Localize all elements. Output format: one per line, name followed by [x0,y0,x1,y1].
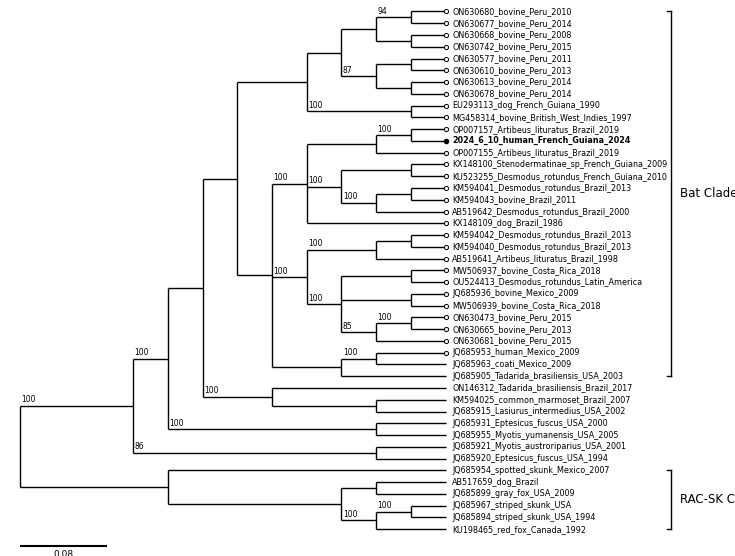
Text: 100: 100 [378,125,392,133]
Text: ON630613_bovine_Peru_2014: ON630613_bovine_Peru_2014 [452,77,572,87]
Text: KU523255_Desmodus_rotundus_French_Guiana_2010: KU523255_Desmodus_rotundus_French_Guiana… [452,172,667,181]
Text: 100: 100 [343,348,357,357]
Text: JQ685921_Myotis_austroriparius_USA_2001: JQ685921_Myotis_austroriparius_USA_2001 [452,443,626,451]
Text: JQ685894_striped_skunk_USA_1994: JQ685894_striped_skunk_USA_1994 [452,513,595,522]
Text: ON630665_bovine_Peru_2013: ON630665_bovine_Peru_2013 [452,325,572,334]
Text: EU293113_dog_French_Guiana_1990: EU293113_dog_French_Guiana_1990 [452,101,600,110]
Text: KM594043_bovine_Brazil_2011: KM594043_bovine_Brazil_2011 [452,195,576,204]
Text: 100: 100 [273,173,288,182]
Text: RAC-SK Clade: RAC-SK Clade [680,493,735,507]
Text: 100: 100 [308,294,323,303]
Text: JQ685955_Myotis_yumanensis_USA_2005: JQ685955_Myotis_yumanensis_USA_2005 [452,430,619,440]
Text: 100: 100 [378,313,392,322]
Text: JQ685954_spotted_skunk_Mexico_2007: JQ685954_spotted_skunk_Mexico_2007 [452,466,609,475]
Text: AB519642_Desmodus_rotundus_Brazil_2000: AB519642_Desmodus_rotundus_Brazil_2000 [452,207,631,216]
Text: AB519641_Artibeus_lituratus_Brazil_1998: AB519641_Artibeus_lituratus_Brazil_1998 [452,254,619,263]
Text: 100: 100 [21,395,36,404]
Text: ON630681_bovine_Peru_2015: ON630681_bovine_Peru_2015 [452,336,572,345]
Text: ON630610_bovine_Peru_2013: ON630610_bovine_Peru_2013 [452,66,572,75]
Text: KM594042_Desmodus_rotundus_Brazil_2013: KM594042_Desmodus_rotundus_Brazil_2013 [452,231,631,240]
Text: ON630678_bovine_Peru_2014: ON630678_bovine_Peru_2014 [452,90,572,98]
Text: 94: 94 [378,7,387,16]
Text: ON630680_bovine_Peru_2010: ON630680_bovine_Peru_2010 [452,7,572,16]
Text: Bat Clade: Bat Clade [680,187,735,200]
Text: KM594025_common_marmoset_Brazil_2007: KM594025_common_marmoset_Brazil_2007 [452,395,631,404]
Text: MW506939_bovine_Costa_Rica_2018: MW506939_bovine_Costa_Rica_2018 [452,301,600,310]
Text: 100: 100 [308,101,323,110]
Text: KM594041_Desmodus_rotundus_Brazil_2013: KM594041_Desmodus_rotundus_Brazil_2013 [452,183,631,192]
Text: JQ685905_Tadarida_brasiliensis_USA_2003: JQ685905_Tadarida_brasiliensis_USA_2003 [452,372,623,381]
Text: KX148100_Stenodermatinae_sp_French_Guiana_2009: KX148100_Stenodermatinae_sp_French_Guian… [452,160,667,169]
Text: JQ685920_Eptesicus_fuscus_USA_1994: JQ685920_Eptesicus_fuscus_USA_1994 [452,454,608,463]
Text: JQ685967_striped_skunk_USA: JQ685967_striped_skunk_USA [452,501,571,510]
Text: JQ685963_coati_Mexico_2009: JQ685963_coati_Mexico_2009 [452,360,571,369]
Text: KM594040_Desmodus_rotundus_Brazil_2013: KM594040_Desmodus_rotundus_Brazil_2013 [452,242,631,251]
Text: KU198465_red_fox_Canada_1992: KU198465_red_fox_Canada_1992 [452,525,586,534]
Text: JQ685936_bovine_Mexico_2009: JQ685936_bovine_Mexico_2009 [452,289,578,299]
Text: KX148109_dog_Brazil_1986: KX148109_dog_Brazil_1986 [452,219,563,228]
Text: OP007157_Artibeus_lituratus_Brazil_2019: OP007157_Artibeus_lituratus_Brazil_2019 [452,125,620,133]
Text: JQ685915_Lasiurus_intermedius_USA_2002: JQ685915_Lasiurus_intermedius_USA_2002 [452,407,625,416]
Text: JQ685899_gray_fox_USA_2009: JQ685899_gray_fox_USA_2009 [452,489,575,498]
Text: ON630742_bovine_Peru_2015: ON630742_bovine_Peru_2015 [452,42,572,51]
Text: MG458314_bovine_British_West_Indies_1997: MG458314_bovine_British_West_Indies_1997 [452,113,632,122]
Text: MW506937_bovine_Costa_Rica_2018: MW506937_bovine_Costa_Rica_2018 [452,266,600,275]
Text: 100: 100 [273,266,288,276]
Text: 100: 100 [343,192,357,201]
Text: 85: 85 [343,322,352,331]
Text: ON630677_bovine_Peru_2014: ON630677_bovine_Peru_2014 [452,19,572,28]
Text: 2024_6_10_human_French_Guiana_2024: 2024_6_10_human_French_Guiana_2024 [452,136,631,146]
Text: 0.08: 0.08 [54,550,74,556]
Text: OP007155_Artibeus_lituratus_Brazil_2019: OP007155_Artibeus_lituratus_Brazil_2019 [452,148,620,157]
Text: 100: 100 [378,501,392,510]
Text: 100: 100 [343,510,357,519]
Text: 100: 100 [308,239,323,249]
Text: OU524413_Desmodus_rotundus_Latin_America: OU524413_Desmodus_rotundus_Latin_America [452,277,642,287]
Text: JQ685931_Eptesicus_fuscus_USA_2000: JQ685931_Eptesicus_fuscus_USA_2000 [452,419,608,428]
Text: ON146312_Tadarida_brasiliensis_Brazil_2017: ON146312_Tadarida_brasiliensis_Brazil_20… [452,384,633,393]
Text: ON630577_bovine_Peru_2011: ON630577_bovine_Peru_2011 [452,54,572,63]
Text: 86: 86 [135,443,144,451]
Text: 100: 100 [204,386,218,395]
Text: 100: 100 [169,419,184,428]
Text: ON630473_bovine_Peru_2015: ON630473_bovine_Peru_2015 [452,313,572,322]
Text: JQ685953_human_Mexico_2009: JQ685953_human_Mexico_2009 [452,348,580,357]
Text: 87: 87 [343,66,352,75]
Text: AB517659_dog_Brazil: AB517659_dog_Brazil [452,478,539,486]
Text: 100: 100 [308,176,323,185]
Text: ON630668_bovine_Peru_2008: ON630668_bovine_Peru_2008 [452,31,572,39]
Text: 100: 100 [135,348,149,357]
